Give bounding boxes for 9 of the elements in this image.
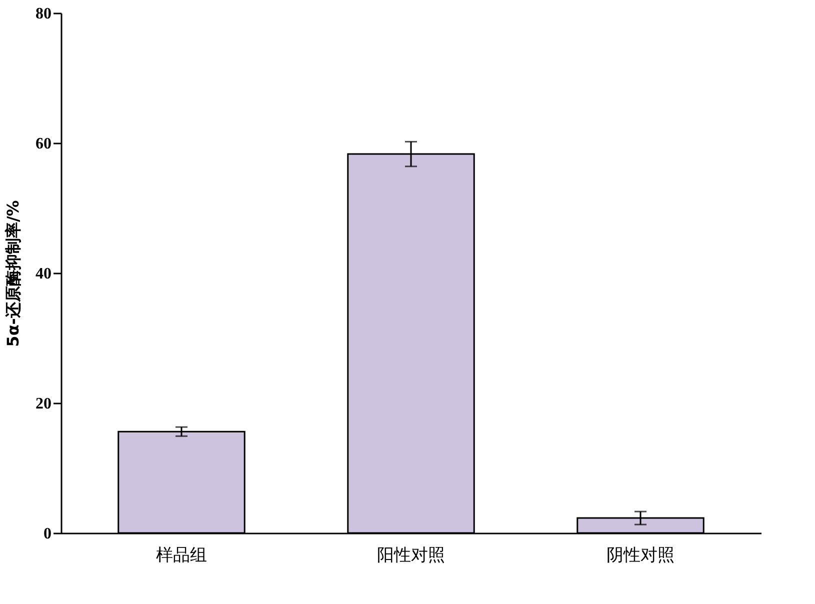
x-tick-label: 样品组 — [156, 546, 207, 566]
y-tick-label: 20 — [36, 396, 52, 412]
y-tick-label: 60 — [36, 136, 52, 152]
x-tick-label: 阳性对照 — [377, 546, 445, 566]
y-tick-label: 80 — [36, 6, 52, 22]
y-tick-label: 0 — [44, 526, 52, 542]
x-tick-label: 阴性对照 — [606, 546, 675, 566]
y-tick-label: 40 — [36, 266, 52, 282]
y-axis-title: 5α-还原酶抑制率/% — [4, 200, 22, 347]
